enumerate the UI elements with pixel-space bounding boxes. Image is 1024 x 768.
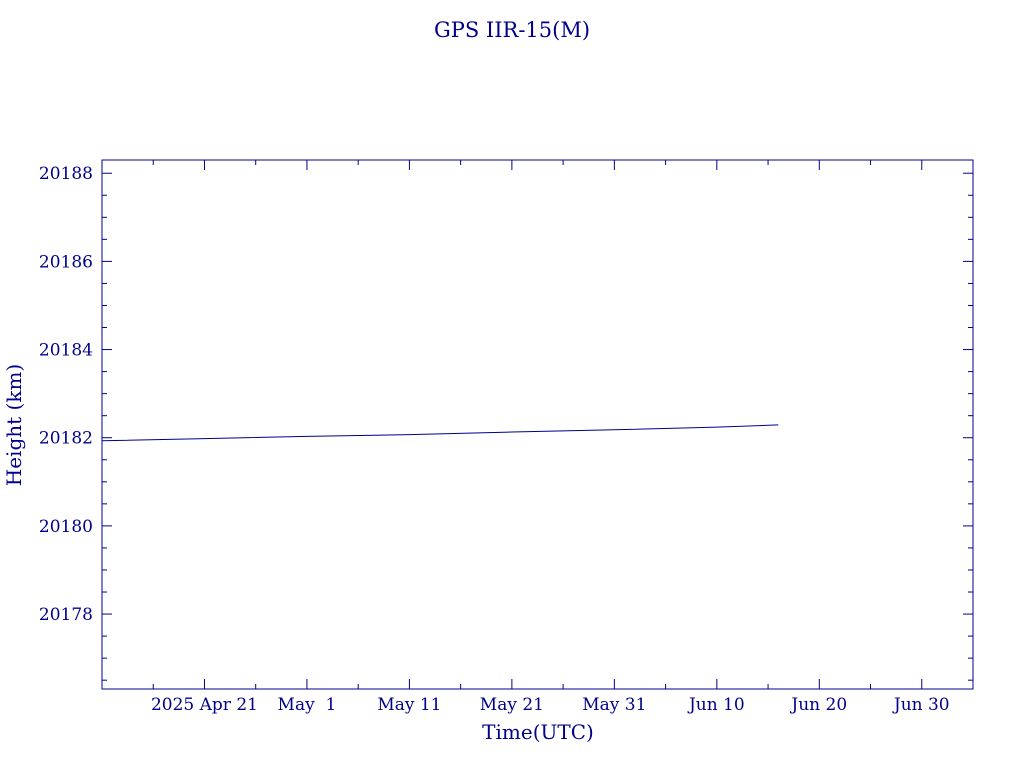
x-tick-label: May 21 <box>480 695 544 715</box>
y-tick-label: 20182 <box>39 429 93 449</box>
x-tick-label: May 31 <box>582 695 646 715</box>
x-tick-label: May 1 <box>278 695 337 715</box>
y-tick-label: 20184 <box>39 341 93 361</box>
y-tick-label: 20188 <box>39 164 93 184</box>
y-tick-label: 20180 <box>39 517 93 537</box>
series-group <box>101 424 779 442</box>
x-tick-label: 2025 Apr 21 <box>151 695 258 715</box>
x-tick-label: May 11 <box>377 695 441 715</box>
plot-frame <box>101 159 974 690</box>
x-axis-label: Time(UTC) <box>482 720 594 744</box>
axis-ticks: 20178 20180 20182 20184 20186 20188 2025 Apr 2… <box>39 160 974 715</box>
y-axis-label: Height (km) <box>2 364 26 486</box>
y-tick-label: 20178 <box>39 605 93 625</box>
series-line <box>101 424 779 442</box>
y-tick-label: 20186 <box>39 252 93 272</box>
chart-title: GPS IIR-15(M) <box>434 18 590 42</box>
x-tick-label: Jun 10 <box>687 695 745 715</box>
x-tick-label: Jun 30 <box>892 695 950 715</box>
x-tick-label: Jun 20 <box>789 695 847 715</box>
